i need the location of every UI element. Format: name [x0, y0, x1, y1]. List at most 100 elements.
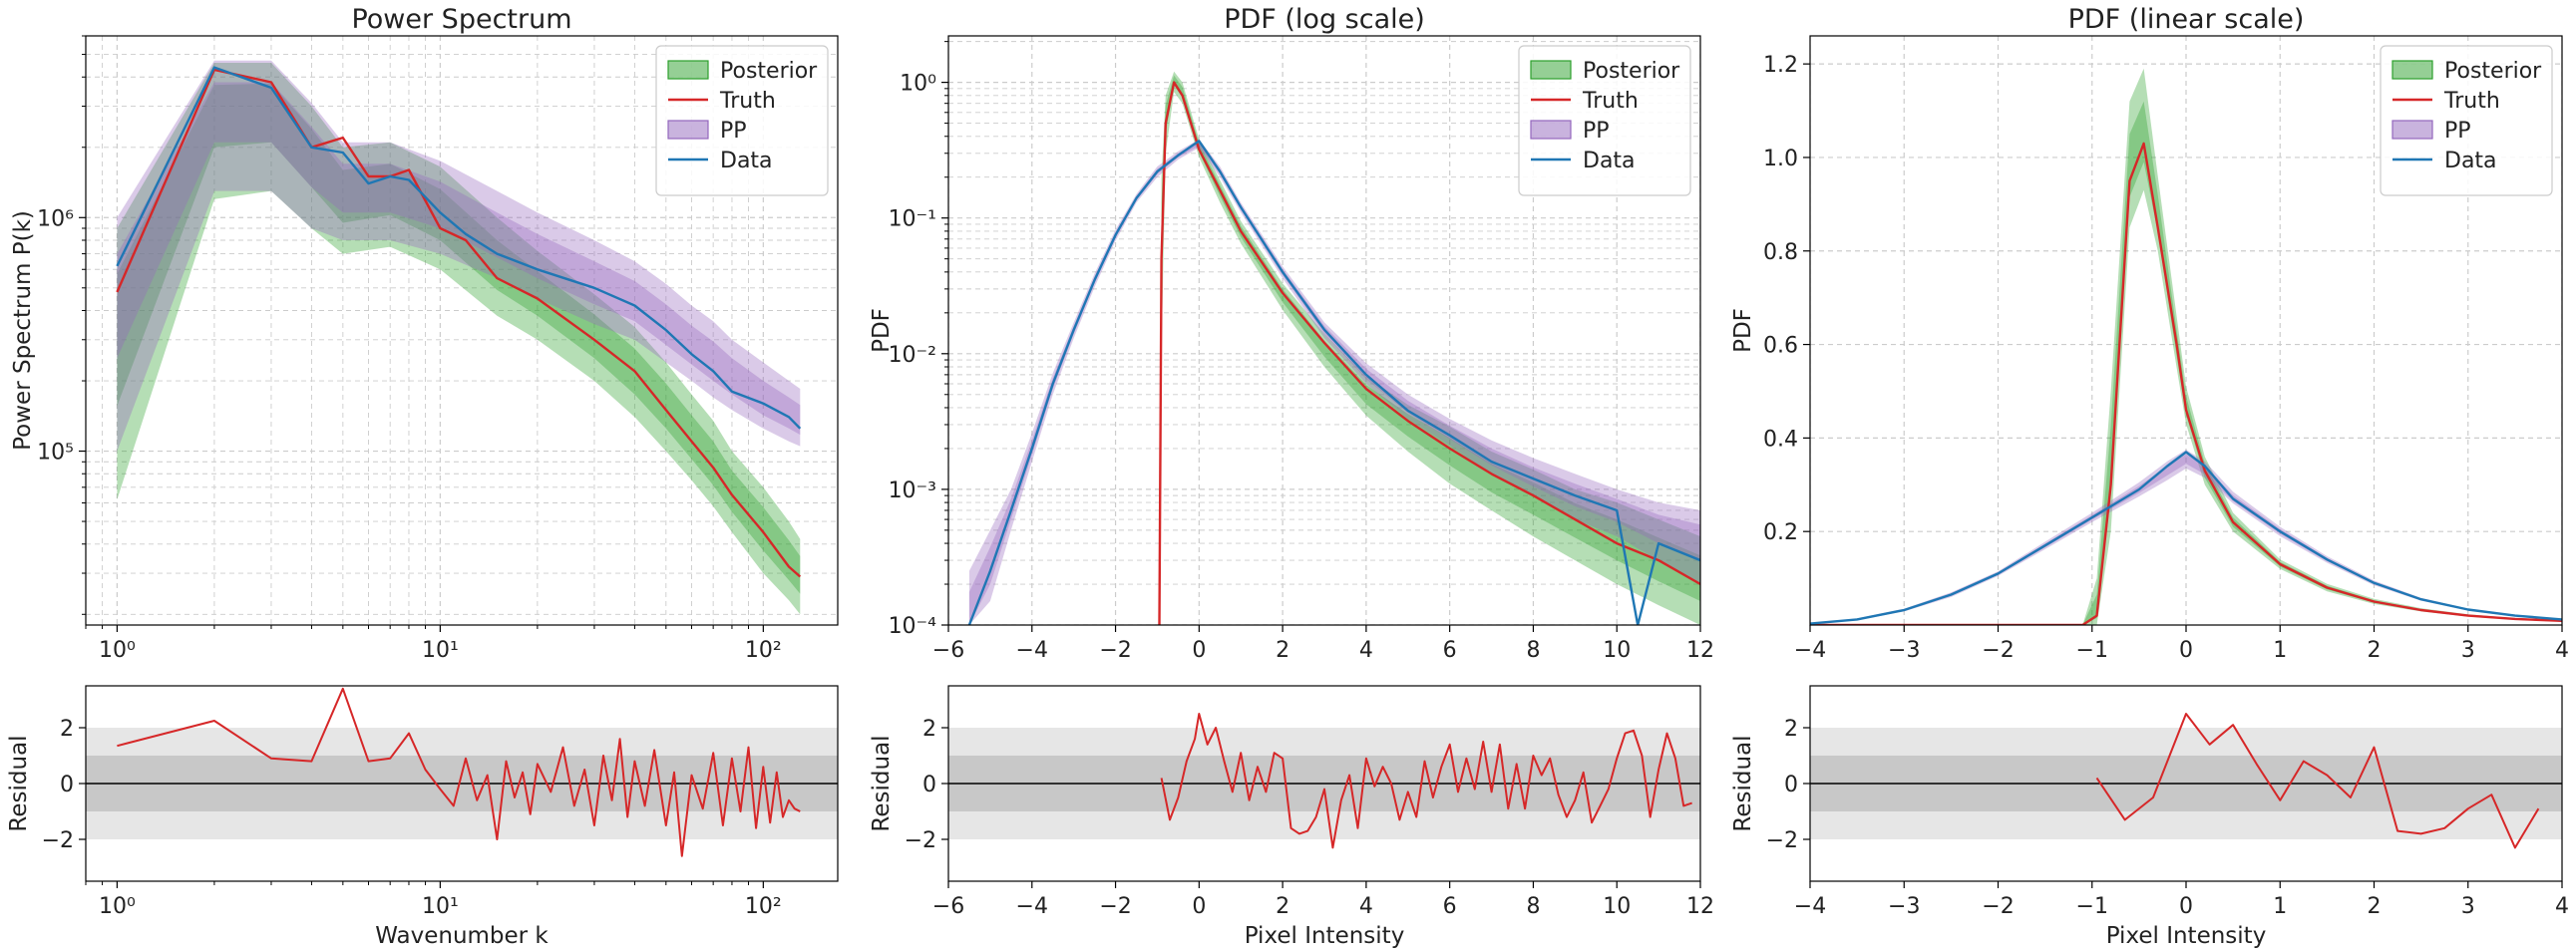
x-tick-label: 8 [1526, 638, 1540, 663]
plot-area [86, 687, 838, 857]
series-line-residual [2095, 713, 2540, 849]
chart-panel-3: 10⁰ 10¹ 10² −2 0 2 Wavenumber k Residual [6, 685, 839, 949]
x-tick-label: −4 [1016, 638, 1048, 663]
legend-label-posterior: Posterior [1583, 59, 1680, 84]
y-tick-label: 1.2 [1763, 53, 1798, 78]
x-tick-label: −3 [1888, 894, 1920, 919]
x-tick-label: −6 [932, 894, 964, 919]
y-tick-label: 2 [922, 717, 936, 742]
x-tick-label: 2 [1276, 894, 1289, 919]
x-tick-label: 3 [2461, 638, 2475, 663]
chart-panel-0: 10⁰ 10¹ 10² 10⁵ 10⁶ Power Spectrum Power Spect… [10, 4, 839, 663]
x-tick-label: 2 [1276, 638, 1289, 663]
plot-area [948, 713, 1700, 849]
x-tick-label: 2 [2368, 638, 2382, 663]
series-line-residual [117, 687, 801, 857]
x-tick-label: 0 [1192, 638, 1206, 663]
chart-title: PDF (linear scale) [2068, 4, 2305, 35]
legend-swatch-posterior [1530, 60, 1572, 80]
plot-area [1810, 713, 2562, 849]
chart-title: PDF (log scale) [1224, 4, 1425, 35]
y-axis-label: PDF [1730, 308, 1756, 353]
y-tick-label: 0.4 [1763, 427, 1798, 452]
x-tick-label: 3 [2461, 894, 2475, 919]
y-axis-label: PDF [869, 308, 895, 353]
legend-label-data: Data [2444, 149, 2497, 173]
x-tick-label: 12 [1686, 638, 1714, 663]
x-tick-label: 6 [1443, 638, 1457, 663]
chart-panel-5: −4 −3 −2 −1 0 1 2 3 4 −2 0 2 Pixel Intensity Residual [1730, 685, 2569, 949]
x-tick-label: −1 [2076, 894, 2108, 919]
legend-label-data: Data [720, 149, 773, 173]
band-inner-posterior [1161, 75, 1700, 602]
y-axis-label: Power Spectrum P(k) [10, 210, 36, 451]
y-axis-label: Residual [869, 735, 895, 831]
legend-swatch-pp [667, 120, 709, 140]
legend-label-pp: PP [720, 119, 747, 144]
plot-area [86, 36, 838, 625]
x-tick-label: −3 [1888, 638, 1920, 663]
x-tick-label: −1 [2076, 638, 2108, 663]
x-tick-label: 6 [1443, 894, 1457, 919]
band-posterior [117, 63, 801, 615]
x-tick-label: 1 [2273, 894, 2287, 919]
band-posterior [1161, 71, 1700, 625]
x-axis-label: Pixel Intensity [1245, 923, 1405, 949]
legend-label-pp: PP [2444, 119, 2471, 144]
chart-panel-4: −6 −4 −2 0 2 4 6 8 10 12 −2 0 2 Pixel Intensity Residu… [869, 685, 1714, 949]
legend-box [655, 45, 829, 196]
x-tick-label: −4 [1794, 638, 1826, 663]
x-tick-label: 10² [745, 638, 782, 663]
legend-swatch-posterior [2392, 60, 2433, 80]
x-tick-label: 10¹ [422, 638, 459, 663]
y-tick-label: −2 [905, 828, 936, 853]
y-tick-label: 0 [922, 773, 936, 797]
y-tick-label: −2 [1766, 828, 1798, 853]
x-tick-label: 4 [1359, 638, 1373, 663]
plot-area [948, 36, 1700, 625]
plot-area [1810, 36, 2562, 625]
legend-label-pp: PP [1583, 119, 1610, 144]
x-tick-label: −2 [1982, 894, 2014, 919]
x-tick-label: 10⁰ [99, 638, 136, 663]
x-tick-label: 1 [2273, 638, 2287, 663]
legend-label-posterior: Posterior [720, 59, 818, 84]
y-tick-label: 10⁰ [900, 72, 936, 97]
x-tick-label: −2 [1099, 894, 1131, 919]
y-tick-label: −2 [42, 828, 74, 853]
chart-panel-1: −6 −4 −2 0 2 4 6 8 10 12 10⁻⁴ 10⁻³ 10⁻² 10⁻¹ 10⁰ PDF (l… [869, 4, 1714, 663]
y-tick-label: 2 [1784, 717, 1798, 742]
y-tick-label: 0 [1784, 773, 1798, 797]
y-tick-label: 0.2 [1763, 520, 1798, 545]
y-tick-label: 10⁵ [37, 441, 74, 466]
y-tick-label: 10⁻⁴ [889, 614, 937, 639]
x-tick-label: 10 [1603, 894, 1631, 919]
x-tick-label: 8 [1526, 894, 1540, 919]
y-tick-label: 0.8 [1763, 240, 1798, 265]
x-tick-label: −2 [1982, 638, 2014, 663]
chart-panel-2: −4 −3 −2 −1 0 1 2 3 4 0.2 0.4 0.6 0.8 1.0 1.2 PDF (line… [1730, 4, 2569, 663]
axes-frame [85, 35, 839, 626]
legend-swatch-posterior [667, 60, 709, 80]
x-tick-label: 10 [1603, 638, 1631, 663]
legend-label-data: Data [1583, 149, 1636, 173]
x-tick-label: 0 [1192, 894, 1206, 919]
y-tick-label: 2 [60, 717, 74, 742]
legend-box [2380, 45, 2553, 196]
x-tick-label: 4 [2555, 894, 2569, 919]
legend-box [1518, 45, 1691, 196]
legend-label-truth: Truth [719, 89, 776, 114]
x-tick-label: 10¹ [422, 894, 459, 919]
x-tick-label: 12 [1686, 894, 1714, 919]
legend: Posterior Truth PP Data [2380, 45, 2553, 196]
x-tick-label: 4 [2555, 638, 2569, 663]
x-axis-label: Wavenumber k [375, 923, 549, 949]
y-tick-label: 10⁻¹ [889, 207, 936, 232]
series-line-data [967, 140, 1700, 625]
x-tick-label: 10² [745, 894, 782, 919]
x-tick-label: 10⁰ [99, 894, 136, 919]
series-line-data [116, 66, 802, 430]
legend-label-truth: Truth [1582, 89, 1639, 114]
series-line-truth [1158, 81, 1700, 625]
